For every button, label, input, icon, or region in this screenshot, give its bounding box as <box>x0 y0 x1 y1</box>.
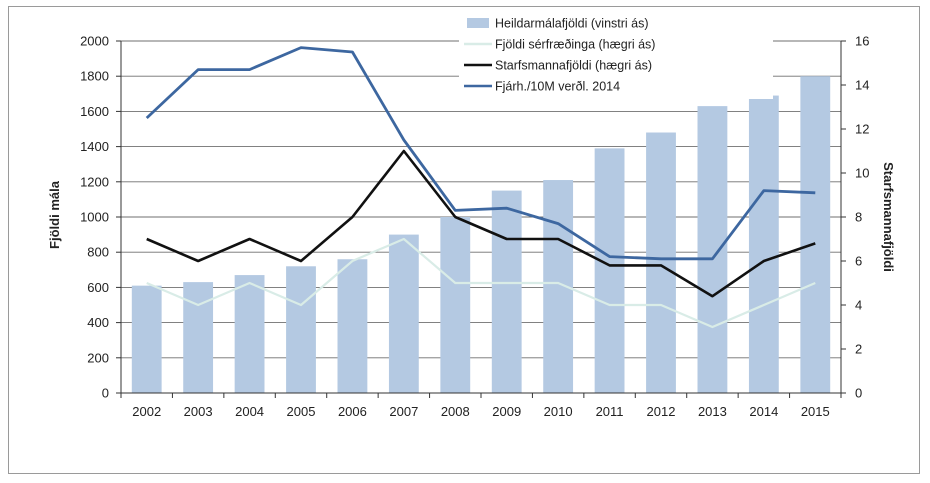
right-tick-label: 6 <box>855 254 862 269</box>
legend-label: Starfsmannafjöldi (hægri ás) <box>495 59 652 73</box>
x-tick-label: 2007 <box>389 404 418 419</box>
left-axis-title: Fjöldi mála <box>47 180 62 249</box>
right-tick-label: 16 <box>855 34 869 49</box>
bar <box>183 282 214 393</box>
x-tick-label: 2004 <box>235 404 264 419</box>
bar <box>131 285 162 393</box>
line-series <box>145 46 816 329</box>
bar <box>337 259 368 393</box>
x-tick-label: 2002 <box>132 404 161 419</box>
left-tick-label: 1200 <box>80 174 109 189</box>
chart-svg: 0 200 400 600 800 1000 1200 1400 1600 1800 2000 0 2 4… <box>47 11 896 420</box>
bar <box>697 106 728 394</box>
left-tick-label: 800 <box>87 245 109 260</box>
x-tick-label: 2006 <box>338 404 367 419</box>
left-tick-label: 2000 <box>80 34 109 49</box>
left-tick-label: 1600 <box>80 104 109 119</box>
series-line <box>146 149 816 298</box>
axes: 0 200 400 600 800 1000 1200 1400 1600 1800 2000 0 2 4… <box>80 34 869 420</box>
series-line <box>145 46 816 261</box>
legend: Heildarmálafjöldi (vinstri ás) Fjöldi sér… <box>459 11 773 99</box>
bar <box>646 132 676 393</box>
bar <box>748 95 779 393</box>
x-tick-label: 2003 <box>184 404 213 419</box>
bar <box>440 217 471 393</box>
x-tick-label: 2012 <box>647 404 676 419</box>
left-tick-label: 200 <box>87 350 109 365</box>
x-tick-label: 2013 <box>698 404 727 419</box>
left-tick-label: 1000 <box>80 210 109 225</box>
x-tick-label: 2009 <box>492 404 521 419</box>
x-tick-label: 2005 <box>287 404 316 419</box>
left-tick-label: 1400 <box>80 139 109 154</box>
legend-swatch <box>467 18 489 28</box>
bar <box>594 148 625 393</box>
right-tick-label: 2 <box>855 342 862 357</box>
left-tick-label: 1800 <box>80 69 109 84</box>
right-tick-label: 4 <box>855 298 862 313</box>
right-tick-label: 8 <box>855 210 862 225</box>
bar <box>491 190 522 393</box>
chart-frame: 0 200 400 600 800 1000 1200 1400 1600 1800 2000 0 2 4… <box>8 6 920 474</box>
bar <box>388 234 419 393</box>
legend-label: Fjöldi sérfræðinga (hægri ás) <box>495 38 655 52</box>
left-tick-label: 0 <box>102 386 109 401</box>
right-tick-label: 12 <box>855 122 869 137</box>
x-tick-label: 2008 <box>441 404 470 419</box>
series-line <box>146 237 816 329</box>
bar <box>286 266 316 393</box>
legend-background <box>459 11 773 99</box>
left-tick-label: 400 <box>87 315 109 330</box>
legend-label: Heildarmálafjöldi (vinstri ás) <box>495 17 649 31</box>
x-tick-label: 2015 <box>801 404 830 419</box>
right-tick-label: 0 <box>855 386 862 401</box>
bar-series <box>131 76 831 394</box>
right-axis-title: Starfsmannafjöldi <box>881 162 896 272</box>
bar <box>800 76 831 393</box>
x-tick-label: 2014 <box>749 404 778 419</box>
x-tick-label: 2010 <box>544 404 573 419</box>
left-tick-label: 600 <box>87 280 109 295</box>
right-tick-label: 14 <box>855 78 869 93</box>
bar <box>234 275 265 393</box>
x-tick-label: 2011 <box>596 404 624 419</box>
legend-label: Fjárh./10M verðl. 2014 <box>495 80 620 94</box>
right-tick-label: 10 <box>855 166 869 181</box>
